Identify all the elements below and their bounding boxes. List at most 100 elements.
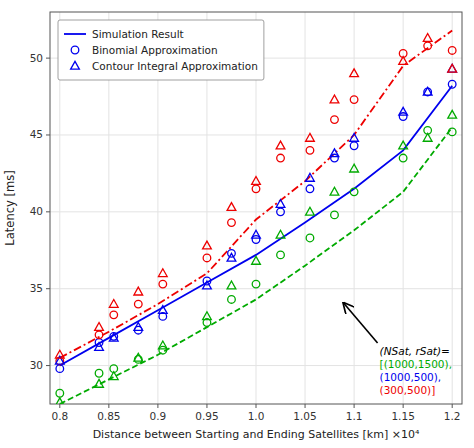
point-triangle — [158, 341, 167, 349]
x-tick — [206, 404, 207, 408]
point-triangle — [276, 230, 285, 238]
point-circle — [448, 47, 456, 55]
point-triangle — [158, 269, 167, 277]
series — [56, 42, 456, 365]
series — [55, 110, 456, 404]
point-circle — [448, 80, 456, 88]
point-circle — [95, 331, 103, 339]
point-circle — [331, 116, 339, 124]
point-triangle — [330, 149, 339, 157]
axes: 0.80.850.90.951.01.051.11.151.2303540455… — [3, 12, 462, 441]
grid — [50, 12, 462, 404]
x-tick — [354, 404, 355, 408]
point-triangle — [399, 107, 408, 115]
series — [60, 86, 452, 366]
point-triangle — [109, 372, 118, 380]
point-triangle — [350, 133, 359, 141]
point-circle — [228, 219, 236, 227]
point-circle — [424, 42, 432, 50]
point-triangle — [448, 64, 457, 72]
y-tick-label: 35 — [30, 282, 43, 294]
series — [60, 127, 452, 404]
x-axis-label: Distance between Starting and Ending Sat… — [93, 428, 420, 441]
annotation-text: (NSat, rSat)= — [380, 345, 450, 357]
point-circle — [159, 346, 167, 354]
legend-swatch — [64, 34, 86, 35]
point-circle — [350, 96, 358, 104]
point-circle — [277, 251, 285, 259]
point-triangle — [423, 133, 432, 141]
x-tick-label: 0.9 — [150, 410, 167, 422]
point-circle — [399, 113, 407, 121]
point-triangle — [158, 306, 167, 314]
x-tick — [59, 404, 60, 408]
point-circle — [252, 236, 260, 244]
point-triangle — [448, 110, 457, 118]
y-tick-label: 50 — [30, 52, 43, 64]
point-circle — [95, 369, 103, 377]
y-tick — [46, 58, 50, 59]
chart: 0.80.850.90.951.01.051.11.151.2303540455… — [0, 0, 474, 448]
point-circle — [448, 128, 456, 136]
legend-label: Contour Integral Approximation — [92, 60, 258, 72]
point-triangle — [423, 34, 432, 42]
point-triangle — [306, 207, 315, 215]
legend-label: Binomial Approximation — [92, 44, 218, 56]
point-circle — [350, 188, 358, 196]
point-triangle — [203, 312, 212, 320]
point-triangle — [399, 141, 408, 149]
point-triangle — [350, 69, 359, 77]
x-tick-label: 0.85 — [97, 410, 120, 422]
x-tick — [256, 404, 257, 408]
point-triangle — [330, 187, 339, 195]
point-triangle — [134, 287, 143, 295]
point-circle — [424, 88, 432, 96]
y-tick — [46, 134, 50, 135]
legend-label: Simulation Result — [92, 28, 184, 40]
x-tick-label: 0.8 — [51, 410, 68, 422]
point-triangle — [306, 133, 315, 141]
point-triangle — [55, 350, 64, 358]
point-triangle — [134, 353, 143, 361]
annotation-arrow — [344, 303, 378, 343]
grid-line-x — [452, 12, 453, 404]
point-triangle — [252, 230, 261, 238]
data — [55, 30, 456, 404]
point-triangle — [227, 281, 236, 289]
y-tick-label: 40 — [30, 205, 43, 217]
point-triangle — [95, 343, 104, 351]
point-triangle — [276, 200, 285, 208]
x-tick — [452, 404, 453, 408]
point-triangle — [203, 241, 212, 249]
point-circle — [277, 208, 285, 216]
annotation-text: [(1000,1500), — [380, 358, 452, 370]
series — [56, 80, 456, 372]
point-triangle — [423, 87, 432, 95]
point-circle — [331, 211, 339, 219]
point-circle — [134, 300, 142, 308]
y-tick — [46, 288, 50, 289]
grid-line-x — [305, 12, 306, 404]
y-tick — [46, 211, 50, 212]
series-line — [60, 86, 452, 366]
point-triangle — [109, 333, 118, 341]
series — [56, 127, 456, 397]
annotation-text: (300,500)] — [380, 384, 436, 396]
point-triangle — [55, 398, 64, 404]
point-circle — [159, 280, 167, 288]
x-tick — [403, 404, 404, 408]
annotation: (NSat, rSat)=[(1000,1500),(1000,500),(30… — [380, 345, 452, 396]
legend-swatch — [71, 61, 80, 69]
point-triangle — [252, 176, 261, 184]
legend-line — [64, 33, 86, 35]
y-tick-label: 45 — [30, 128, 43, 140]
x-tick-label: 1.1 — [346, 410, 363, 422]
point-circle — [306, 185, 314, 193]
point-circle — [252, 185, 260, 193]
x-tick-label: 1.05 — [293, 410, 316, 422]
point-circle — [56, 389, 64, 397]
point-circle — [228, 296, 236, 304]
series — [55, 64, 456, 364]
legend-marker — [71, 61, 80, 69]
series-line — [60, 127, 452, 404]
